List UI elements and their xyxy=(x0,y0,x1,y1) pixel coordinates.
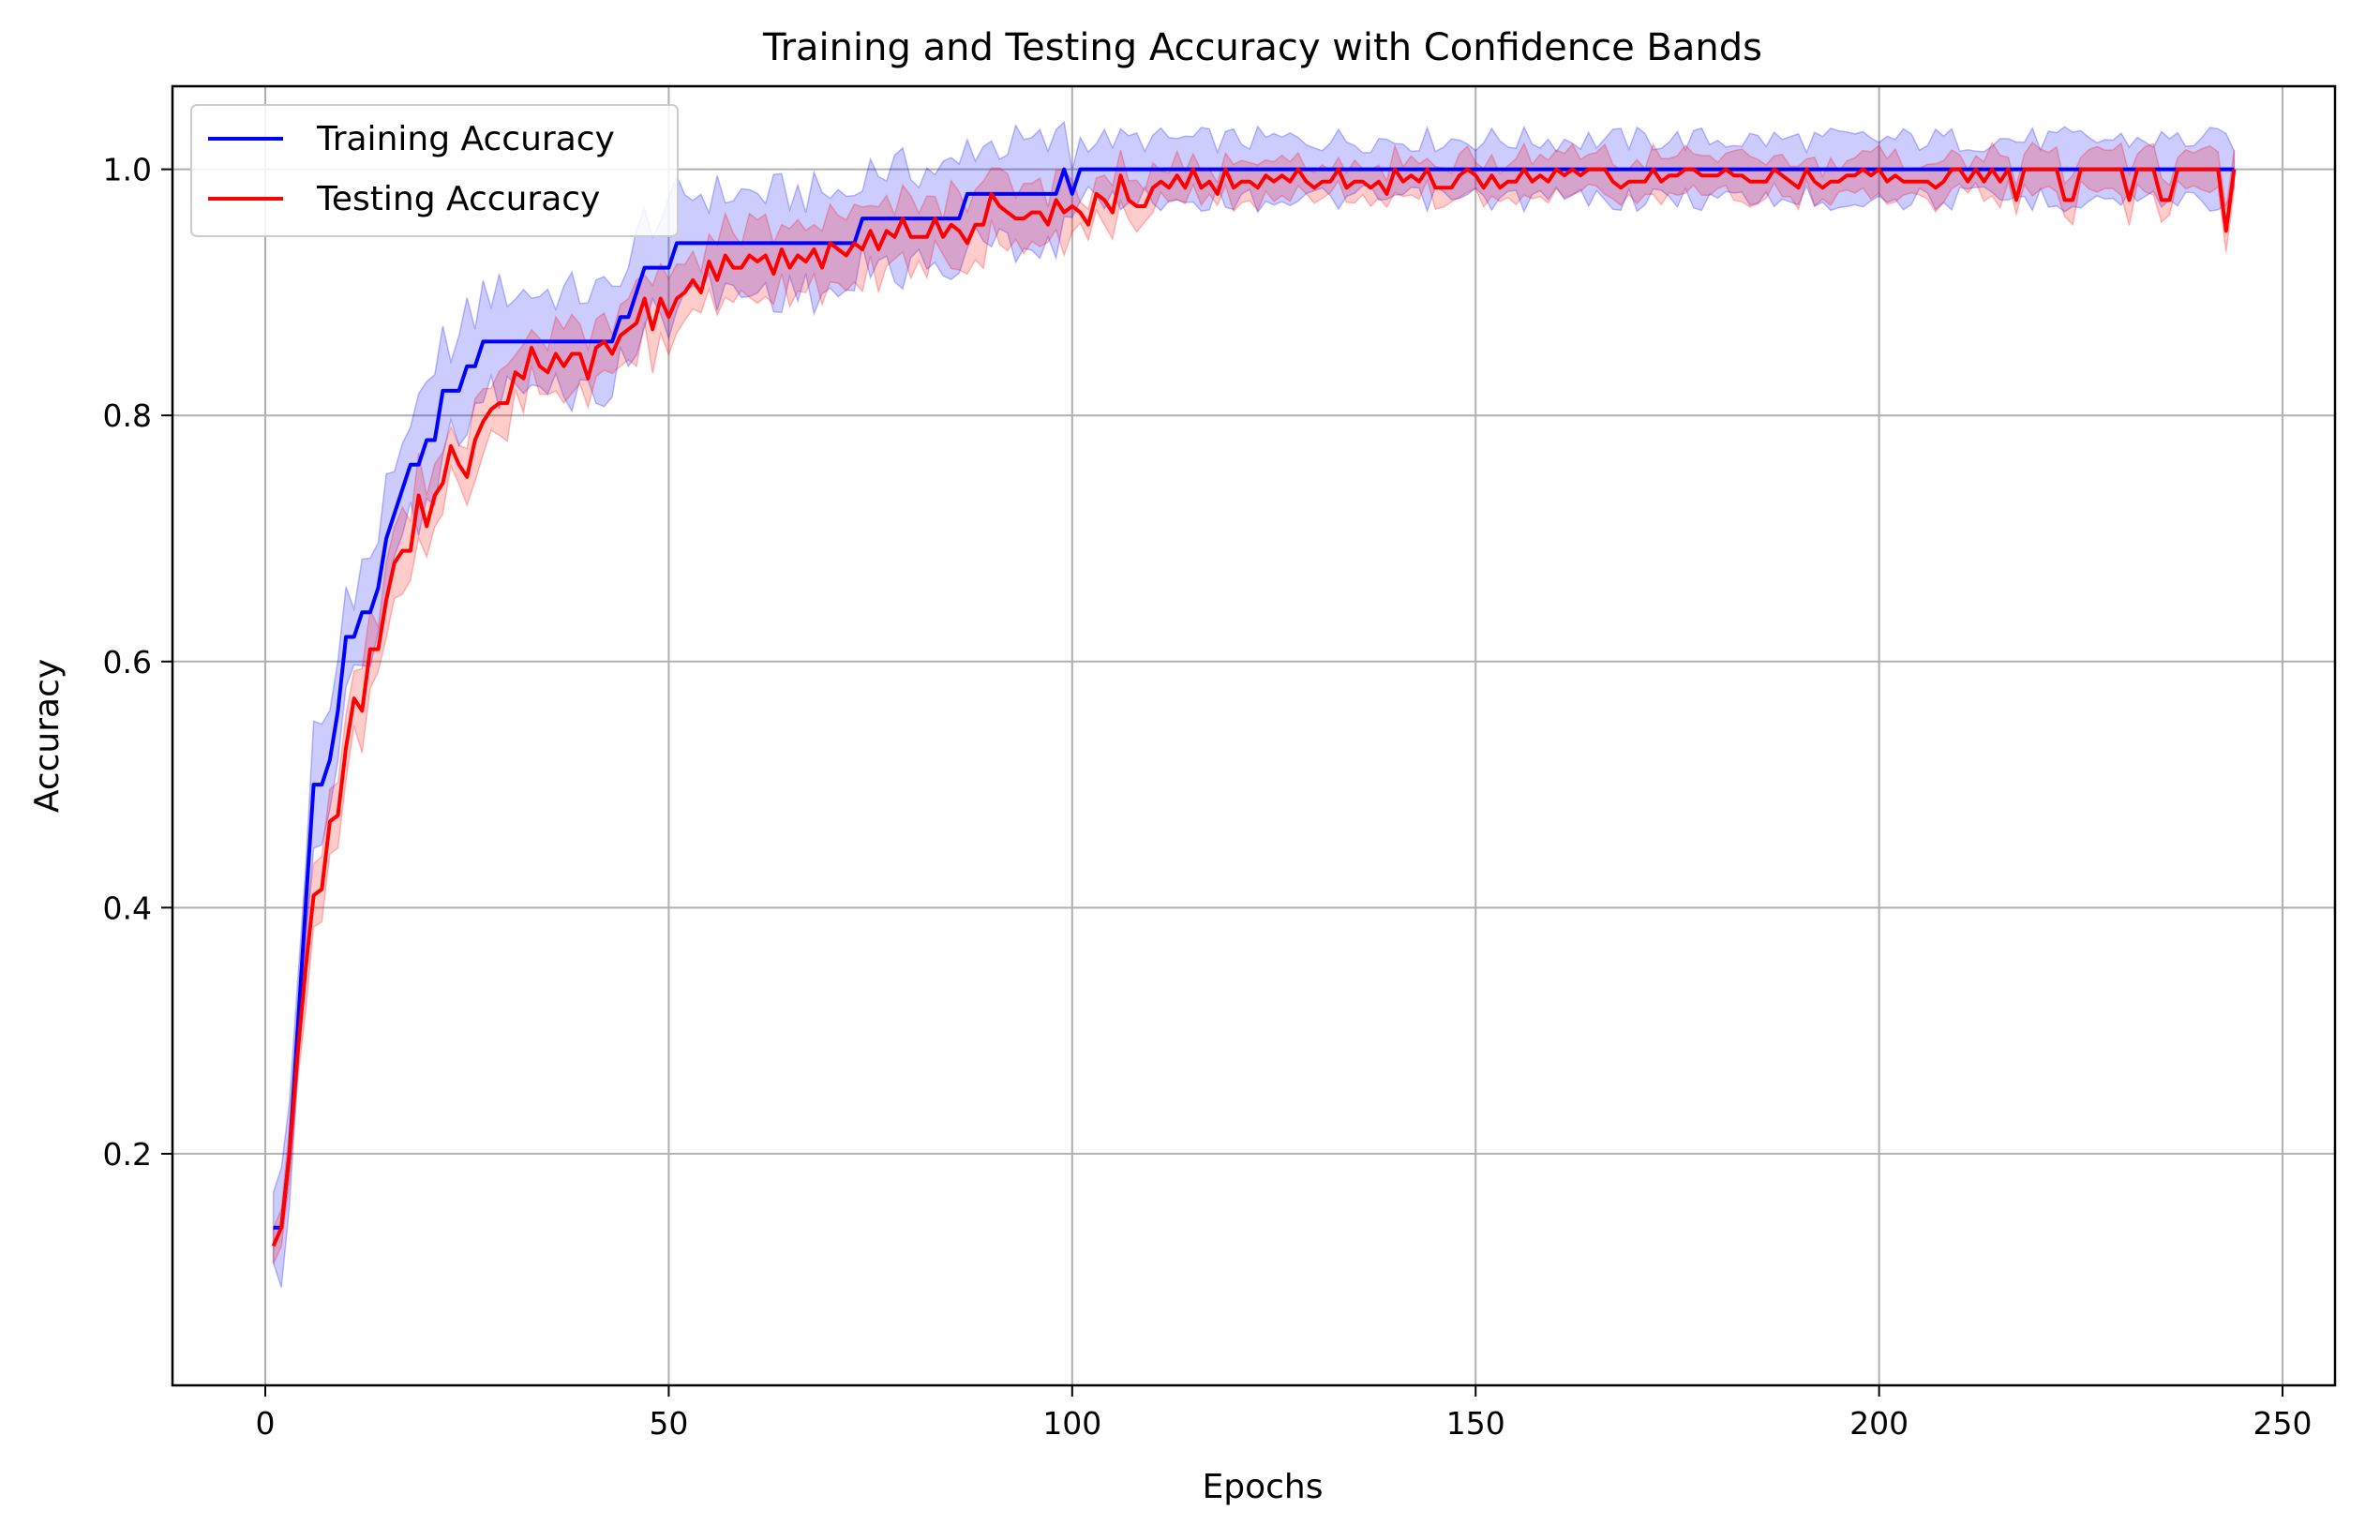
legend-label-training: Training Accuracy xyxy=(316,120,615,158)
confidence-band-testing xyxy=(272,141,2236,1264)
y-tick-label-0.8: 0.8 xyxy=(103,397,152,434)
legend-label-testing: Testing Accuracy xyxy=(316,180,600,218)
x-axis-label: Epochs xyxy=(1203,1468,1324,1506)
series-lines xyxy=(271,167,2237,1248)
series-line-testing xyxy=(271,167,2237,1248)
y-axis-label: Accuracy xyxy=(28,659,67,813)
y-tick-label-0.2: 0.2 xyxy=(103,1136,152,1173)
x-tick-label-0: 0 xyxy=(255,1405,275,1442)
plot-frame xyxy=(171,84,2337,1387)
x-tick-label-50: 50 xyxy=(649,1405,688,1442)
legend-box xyxy=(190,104,679,237)
y-tick-label-0.4: 0.4 xyxy=(103,890,152,926)
axis-ticks: 0 50 100 150 200 250 0.2 0.4 0.6 0.8 1.0 xyxy=(103,152,2313,1442)
x-tick-label-250: 250 xyxy=(2253,1405,2313,1442)
x-tick-label-200: 200 xyxy=(1849,1405,1908,1442)
confidence-bands xyxy=(272,120,2236,1288)
x-tick-label-100: 100 xyxy=(1042,1405,1101,1442)
x-tick-label-150: 150 xyxy=(1446,1405,1505,1442)
legend: Training Accuracy Testing Accuracy xyxy=(190,104,679,237)
y-tick-label-1.0: 1.0 xyxy=(103,152,152,188)
series-line-training xyxy=(273,167,2235,1230)
confidence-band-training xyxy=(272,120,2236,1288)
y-tick-label-0.6: 0.6 xyxy=(103,644,152,680)
chart-title: Training and Testing Accuracy with Confi… xyxy=(762,26,1762,69)
